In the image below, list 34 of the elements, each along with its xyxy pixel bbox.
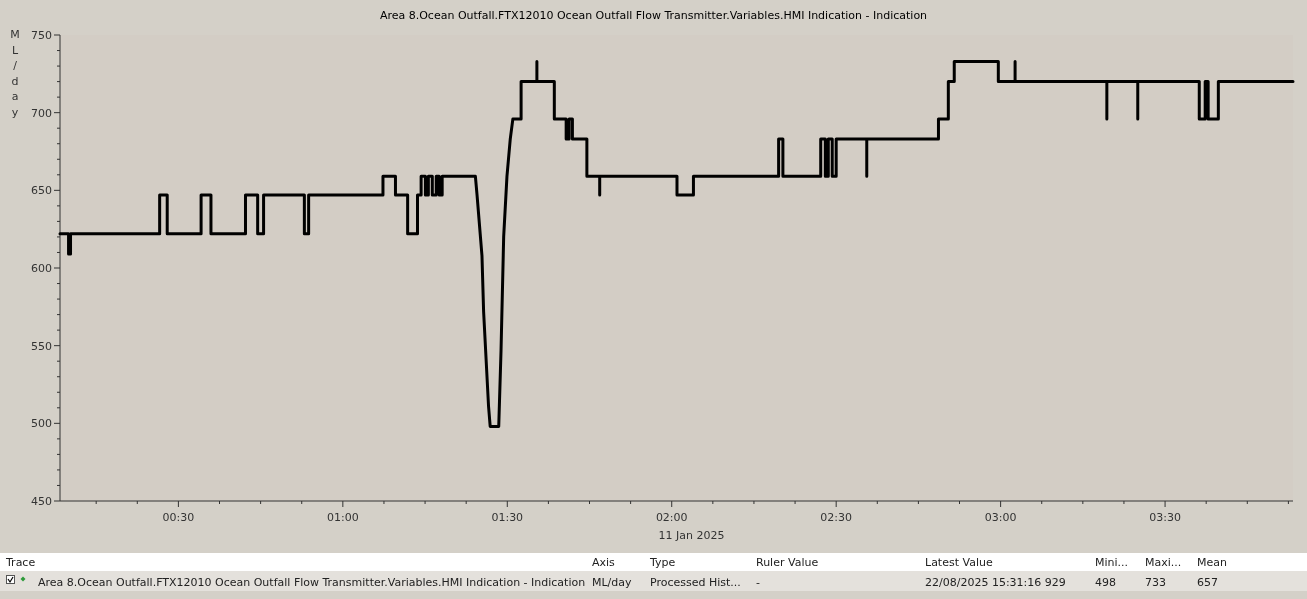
text: 657 bbox=[1197, 576, 1218, 589]
text: 733 bbox=[1145, 576, 1166, 589]
line-series bbox=[58, 59, 1295, 428]
text: Processed Hist... bbox=[650, 576, 741, 589]
x-tick-label: 01:00 bbox=[326, 511, 359, 524]
x-tick-label: 02:30 bbox=[820, 511, 853, 524]
y-tick-label: 500 bbox=[31, 417, 52, 431]
text: Mini... bbox=[1095, 556, 1129, 569]
text: Area 8.Ocean Outfall.FTX12010 Ocean Outfall Flow Transmitter.Variables.HMI Indication - Indication bbox=[38, 576, 586, 589]
y-axis-title: ML/day bbox=[10, 28, 20, 119]
text: Trace bbox=[5, 556, 36, 569]
y-tick-label: 650 bbox=[31, 184, 52, 198]
text: 22/08/2025 15:31:16 929 bbox=[925, 576, 1066, 589]
x-tick-label: 03:00 bbox=[984, 511, 1017, 524]
text: Latest Value bbox=[925, 556, 993, 569]
text: Type bbox=[649, 556, 676, 569]
text: Maxi... bbox=[1145, 556, 1182, 569]
text: - bbox=[756, 576, 760, 589]
y-tick-label: 550 bbox=[31, 339, 52, 353]
y-tick-label: 600 bbox=[31, 261, 52, 275]
chart-title: Area 8.Ocean Outfall.FTX12010 Ocean Outfall Flow Transmitter.Variables.HMI Indication - Indication bbox=[379, 9, 928, 22]
y-tick-label: 750 bbox=[31, 28, 52, 42]
text: ML/day bbox=[592, 576, 633, 589]
x-tick-label: 02:00 bbox=[655, 511, 688, 524]
x-tick-label: 03:30 bbox=[1149, 511, 1181, 524]
y-tick-label: 700 bbox=[31, 106, 52, 120]
text: Axis bbox=[592, 556, 616, 569]
y-tick-label: 450 bbox=[31, 494, 52, 508]
text: 498 bbox=[1095, 576, 1116, 589]
text: Mean bbox=[1197, 556, 1227, 569]
text: 11 Jan 2025 bbox=[658, 529, 725, 542]
x-tick-label: 00:30 bbox=[162, 511, 195, 524]
x-tick-label: 01:30 bbox=[491, 511, 524, 524]
text: Ruler Value bbox=[756, 556, 819, 569]
